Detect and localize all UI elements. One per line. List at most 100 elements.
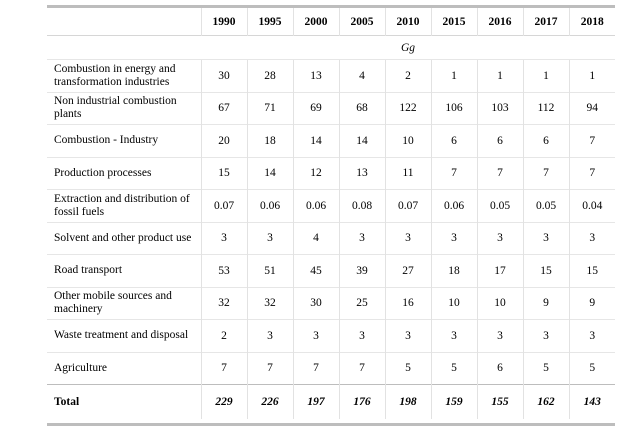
table-cell: 27 xyxy=(384,254,431,287)
table-cell: 71 xyxy=(246,91,293,125)
table-cell: 106 xyxy=(430,91,477,125)
table-cell: 39 xyxy=(338,254,385,287)
table-cell: 3 xyxy=(476,221,523,255)
table-cell: 6 xyxy=(522,124,569,157)
total-label: Total xyxy=(47,384,201,419)
year-header-1995: 1995 xyxy=(246,8,293,36)
year-header-2015: 2015 xyxy=(430,8,477,36)
total-row: Total 229 226 197 176 198 159 155 162 143 xyxy=(47,384,615,419)
table-cell: 0.06 xyxy=(246,189,293,222)
table-cell: 5 xyxy=(522,351,569,385)
year-header-1990: 1990 xyxy=(200,8,247,36)
year-header-2005: 2005 xyxy=(338,8,385,36)
table-cell: 0.05 xyxy=(522,189,569,222)
table-cell: 1 xyxy=(476,59,523,92)
table-cell: 3 xyxy=(568,319,615,352)
row-label: Agriculture xyxy=(47,351,201,385)
table-cell: 0.06 xyxy=(430,189,477,222)
table-cell: 69 xyxy=(292,91,339,125)
table-cell: 30 xyxy=(200,59,247,92)
emissions-table-container: 1990 1995 2000 2005 2010 2015 2016 2017 2018 Gg … xyxy=(47,5,615,426)
table-cell: 6 xyxy=(476,351,523,385)
table-cell: 94 xyxy=(568,91,615,125)
table-cell: 3 xyxy=(522,221,569,255)
table-cell: 10 xyxy=(476,286,523,320)
row-label: Non industrial combustion plants xyxy=(47,91,201,125)
table-cell: 0.05 xyxy=(476,189,523,222)
table-cell: 3 xyxy=(246,221,293,255)
table-row: Other mobile sources and machinery 32 32 30… xyxy=(47,286,615,320)
row-label: Waste treatment and disposal xyxy=(47,319,201,352)
row-label: Road transport xyxy=(47,254,201,287)
table-cell: 51 xyxy=(246,254,293,287)
year-header-2017: 2017 xyxy=(522,8,569,36)
table-cell: 32 xyxy=(200,286,247,320)
table-cell: 3 xyxy=(384,221,431,255)
table-cell: 5 xyxy=(430,351,477,385)
table-cell: 67 xyxy=(200,91,247,125)
row-label: Extraction and distribution of fossil fu… xyxy=(47,189,201,222)
table-row: Road transport 53 51 45 39 27 18 17 15 15 xyxy=(47,254,615,287)
total-cell: 197 xyxy=(292,384,339,419)
table-cell: 3 xyxy=(338,319,385,352)
table-cell: 4 xyxy=(338,59,385,92)
table-cell: 14 xyxy=(292,124,339,157)
table-cell: 3 xyxy=(246,319,293,352)
table-cell: 3 xyxy=(476,319,523,352)
table-cell: 30 xyxy=(292,286,339,320)
year-header-2010: 2010 xyxy=(384,8,431,36)
table-row: Non industrial combustion plants 67 71 69 68… xyxy=(47,91,615,125)
table-cell: 16 xyxy=(384,286,431,320)
table-cell: 0.08 xyxy=(338,189,385,222)
table-cell: 7 xyxy=(292,351,339,385)
table-cell: 7 xyxy=(476,156,523,190)
table-cell: 1 xyxy=(568,59,615,92)
total-cell: 162 xyxy=(522,384,569,419)
table-cell: 18 xyxy=(430,254,477,287)
unit-row-blank xyxy=(47,35,201,60)
table-cell: 103 xyxy=(476,91,523,125)
table-cell: 3 xyxy=(384,319,431,352)
table-cell: 9 xyxy=(522,286,569,320)
table-cell: 13 xyxy=(338,156,385,190)
header-label-cell xyxy=(47,8,201,36)
top-rule xyxy=(47,5,615,8)
total-cell: 226 xyxy=(246,384,293,419)
table-cell: 15 xyxy=(200,156,247,190)
table-cell: 3 xyxy=(338,221,385,255)
table-cell: 0.04 xyxy=(568,189,615,222)
total-cell: 229 xyxy=(200,384,247,419)
row-label: Combustion - Industry xyxy=(47,124,201,157)
table-row: Waste treatment and disposal 2 3 3 3 3 3 3 3 3 xyxy=(47,319,615,352)
table-cell: 0.06 xyxy=(292,189,339,222)
table-cell: 15 xyxy=(568,254,615,287)
year-header-2000: 2000 xyxy=(292,8,339,36)
table-cell: 0.07 xyxy=(200,189,247,222)
row-label: Other mobile sources and machinery xyxy=(47,286,201,320)
year-header-2016: 2016 xyxy=(476,8,523,36)
table-row: Production processes 15 14 12 13 11 7 7 7 7 xyxy=(47,156,615,190)
table-cell: 7 xyxy=(522,156,569,190)
row-label: Solvent and other product use xyxy=(47,221,201,255)
table-cell: 14 xyxy=(338,124,385,157)
table-cell: 3 xyxy=(292,319,339,352)
table-cell: 10 xyxy=(430,286,477,320)
table-cell: 17 xyxy=(476,254,523,287)
table-row: Combustion in energy and transformation … xyxy=(47,59,615,92)
table-cell: 32 xyxy=(246,286,293,320)
table-cell: 25 xyxy=(338,286,385,320)
table-cell: 3 xyxy=(568,221,615,255)
table-cell: 5 xyxy=(568,351,615,385)
table-cell: 9 xyxy=(568,286,615,320)
table-cell: 18 xyxy=(246,124,293,157)
table-cell: 10 xyxy=(384,124,431,157)
table-row: Solvent and other product use 3 3 4 3 3 3 3 3 3 xyxy=(47,221,615,255)
table-cell: 112 xyxy=(522,91,569,125)
table-cell: 4 xyxy=(292,221,339,255)
table-cell: 28 xyxy=(246,59,293,92)
table-cell: 12 xyxy=(292,156,339,190)
table-cell: 15 xyxy=(522,254,569,287)
table-cell: 6 xyxy=(476,124,523,157)
total-cell: 176 xyxy=(338,384,385,419)
table-cell: 68 xyxy=(338,91,385,125)
